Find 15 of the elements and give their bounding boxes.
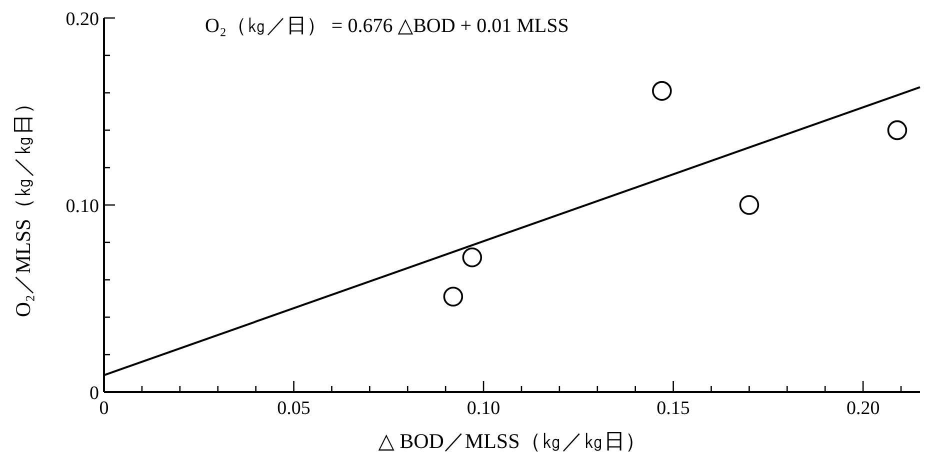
x-tick-label: 0.10 — [466, 398, 500, 419]
y-tick-label: 0.20 — [66, 9, 99, 30]
y-tick-label: 0.10 — [66, 196, 99, 217]
point — [739, 195, 760, 215]
y-axis-title: O₂／MLSS（㎏／㎏日） — [11, 92, 35, 318]
x-axis-title: △ BOD／MLSS（㎏／㎏日） — [378, 429, 646, 453]
x-tick-label: 0.15 — [656, 398, 690, 419]
point — [652, 81, 672, 101]
x-tick-label: 0.20 — [846, 398, 880, 419]
point — [462, 247, 482, 268]
x-tick-label: 0.05 — [277, 398, 310, 419]
annotation: O₂（㎏／日） = 0.676 △BOD + 0.01 MLSS — [205, 15, 569, 37]
point — [443, 286, 464, 307]
y-tick-label: 0 — [90, 383, 99, 404]
point — [887, 120, 908, 140]
